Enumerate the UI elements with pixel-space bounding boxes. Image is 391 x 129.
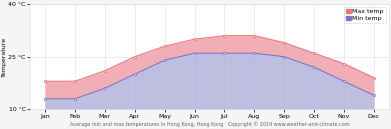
Legend: Max temp, Min temp: Max temp, Min temp (344, 7, 386, 23)
Y-axis label: Temperature: Temperature (2, 37, 7, 77)
X-axis label: Average min and max temperatures in Hong Kong, Hong Kong   Copyright © 2019 www.: Average min and max temperatures in Hong… (70, 121, 349, 127)
